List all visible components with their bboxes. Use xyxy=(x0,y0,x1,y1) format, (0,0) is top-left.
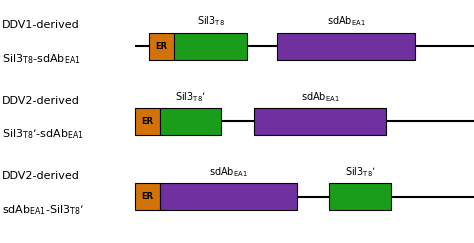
Bar xyxy=(174,33,247,60)
Text: DDV2-derived: DDV2-derived xyxy=(2,171,80,181)
Text: ER: ER xyxy=(141,192,154,201)
Text: ER: ER xyxy=(141,117,154,126)
Text: ER: ER xyxy=(155,42,168,51)
Text: Sil3$_{\mathregular{T8}}$-sdAb$_{\mathregular{EA1}}$: Sil3$_{\mathregular{T8}}$-sdAb$_{\mathre… xyxy=(2,52,81,66)
Bar xyxy=(277,33,415,60)
Bar xyxy=(160,183,297,210)
Text: Sil3$_{\mathregular{T8}}$’-sdAb$_{\mathregular{EA1}}$: Sil3$_{\mathregular{T8}}$’-sdAb$_{\mathr… xyxy=(2,128,84,141)
Bar xyxy=(149,33,174,60)
Bar xyxy=(254,108,386,135)
Text: sdAb$_{\mathregular{EA1}}$-Sil3$_{\mathregular{T8}}$’: sdAb$_{\mathregular{EA1}}$-Sil3$_{\mathr… xyxy=(2,203,84,217)
Text: DDV1-derived: DDV1-derived xyxy=(2,20,80,30)
Bar xyxy=(160,108,221,135)
Bar xyxy=(135,183,160,210)
Text: DDV2-derived: DDV2-derived xyxy=(2,96,80,106)
Text: Sil3$_{\mathregular{T8}}$’: Sil3$_{\mathregular{T8}}$’ xyxy=(175,90,206,104)
Text: sdAb$_{\mathregular{EA1}}$: sdAb$_{\mathregular{EA1}}$ xyxy=(209,165,248,179)
Bar xyxy=(135,108,160,135)
Text: sdAb$_{\mathregular{EA1}}$: sdAb$_{\mathregular{EA1}}$ xyxy=(301,90,339,104)
Bar xyxy=(329,183,391,210)
Text: sdAb$_{\mathregular{EA1}}$: sdAb$_{\mathregular{EA1}}$ xyxy=(327,15,365,28)
Text: Sil3$_{\mathregular{T8}}$: Sil3$_{\mathregular{T8}}$ xyxy=(197,15,225,28)
Text: Sil3$_{\mathregular{T8}}$’: Sil3$_{\mathregular{T8}}$’ xyxy=(345,165,376,179)
